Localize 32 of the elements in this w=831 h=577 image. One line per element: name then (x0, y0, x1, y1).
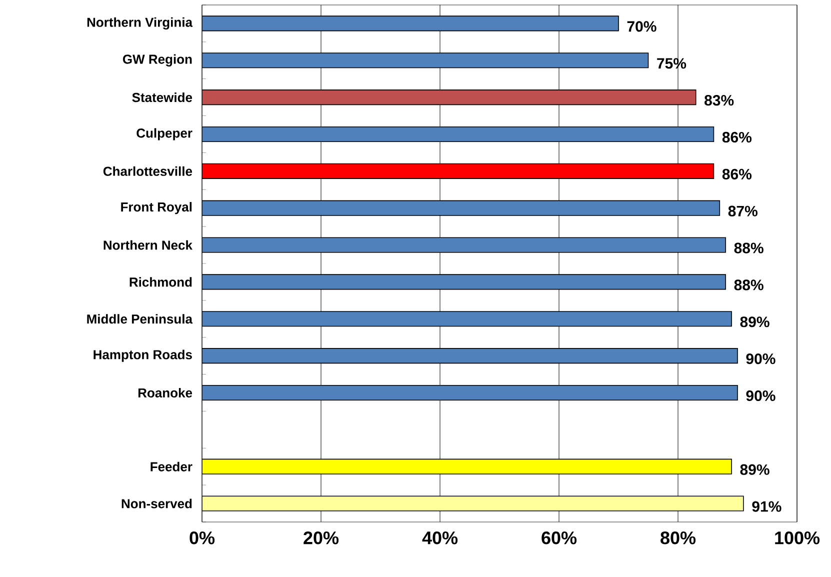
data-label: 86% (722, 132, 752, 143)
data-label: 89% (740, 316, 770, 328)
y-tick-label: Middle Peninsula (87, 314, 193, 324)
data-label: 75% (657, 58, 686, 69)
data-label: 86% (722, 168, 752, 180)
data-label: 89% (740, 464, 770, 475)
data-label: 88% (734, 280, 764, 290)
data-label: 90% (746, 354, 776, 364)
data-label: 90% (746, 390, 776, 402)
data-label: 70% (627, 21, 656, 32)
data-label: 83% (704, 94, 734, 106)
x-tick-label: 40% (422, 532, 458, 544)
data-label: 87% (728, 206, 758, 216)
y-tick-label: Front Royal (121, 202, 192, 214)
y-tick-label: Non-served (122, 498, 192, 508)
x-tick-label: 60% (542, 532, 577, 544)
x-tick-label: 80% (660, 532, 696, 544)
data-label: 91% (752, 501, 782, 512)
y-tick-label: Statewide (132, 92, 192, 102)
y-tick-label: Hampton Roads (94, 350, 192, 362)
x-tick-label: 0% (190, 532, 215, 544)
y-tick-label: Feeder (150, 462, 192, 472)
data-label: 88% (734, 242, 764, 254)
y-tick-label: Richmond (130, 277, 192, 287)
y-tick-label: Northern Neck (104, 240, 192, 250)
y-tick-label: GW Region (122, 54, 192, 66)
x-tick-label: 20% (304, 532, 339, 544)
y-tick-label: Northern Virginia (87, 17, 193, 30)
x-tick-label: 100% (775, 532, 820, 544)
y-tick-label: Roanoke (138, 388, 192, 398)
y-tick-label: Culpeper (136, 128, 192, 140)
y-tick-label: Charlottesville (103, 166, 192, 176)
